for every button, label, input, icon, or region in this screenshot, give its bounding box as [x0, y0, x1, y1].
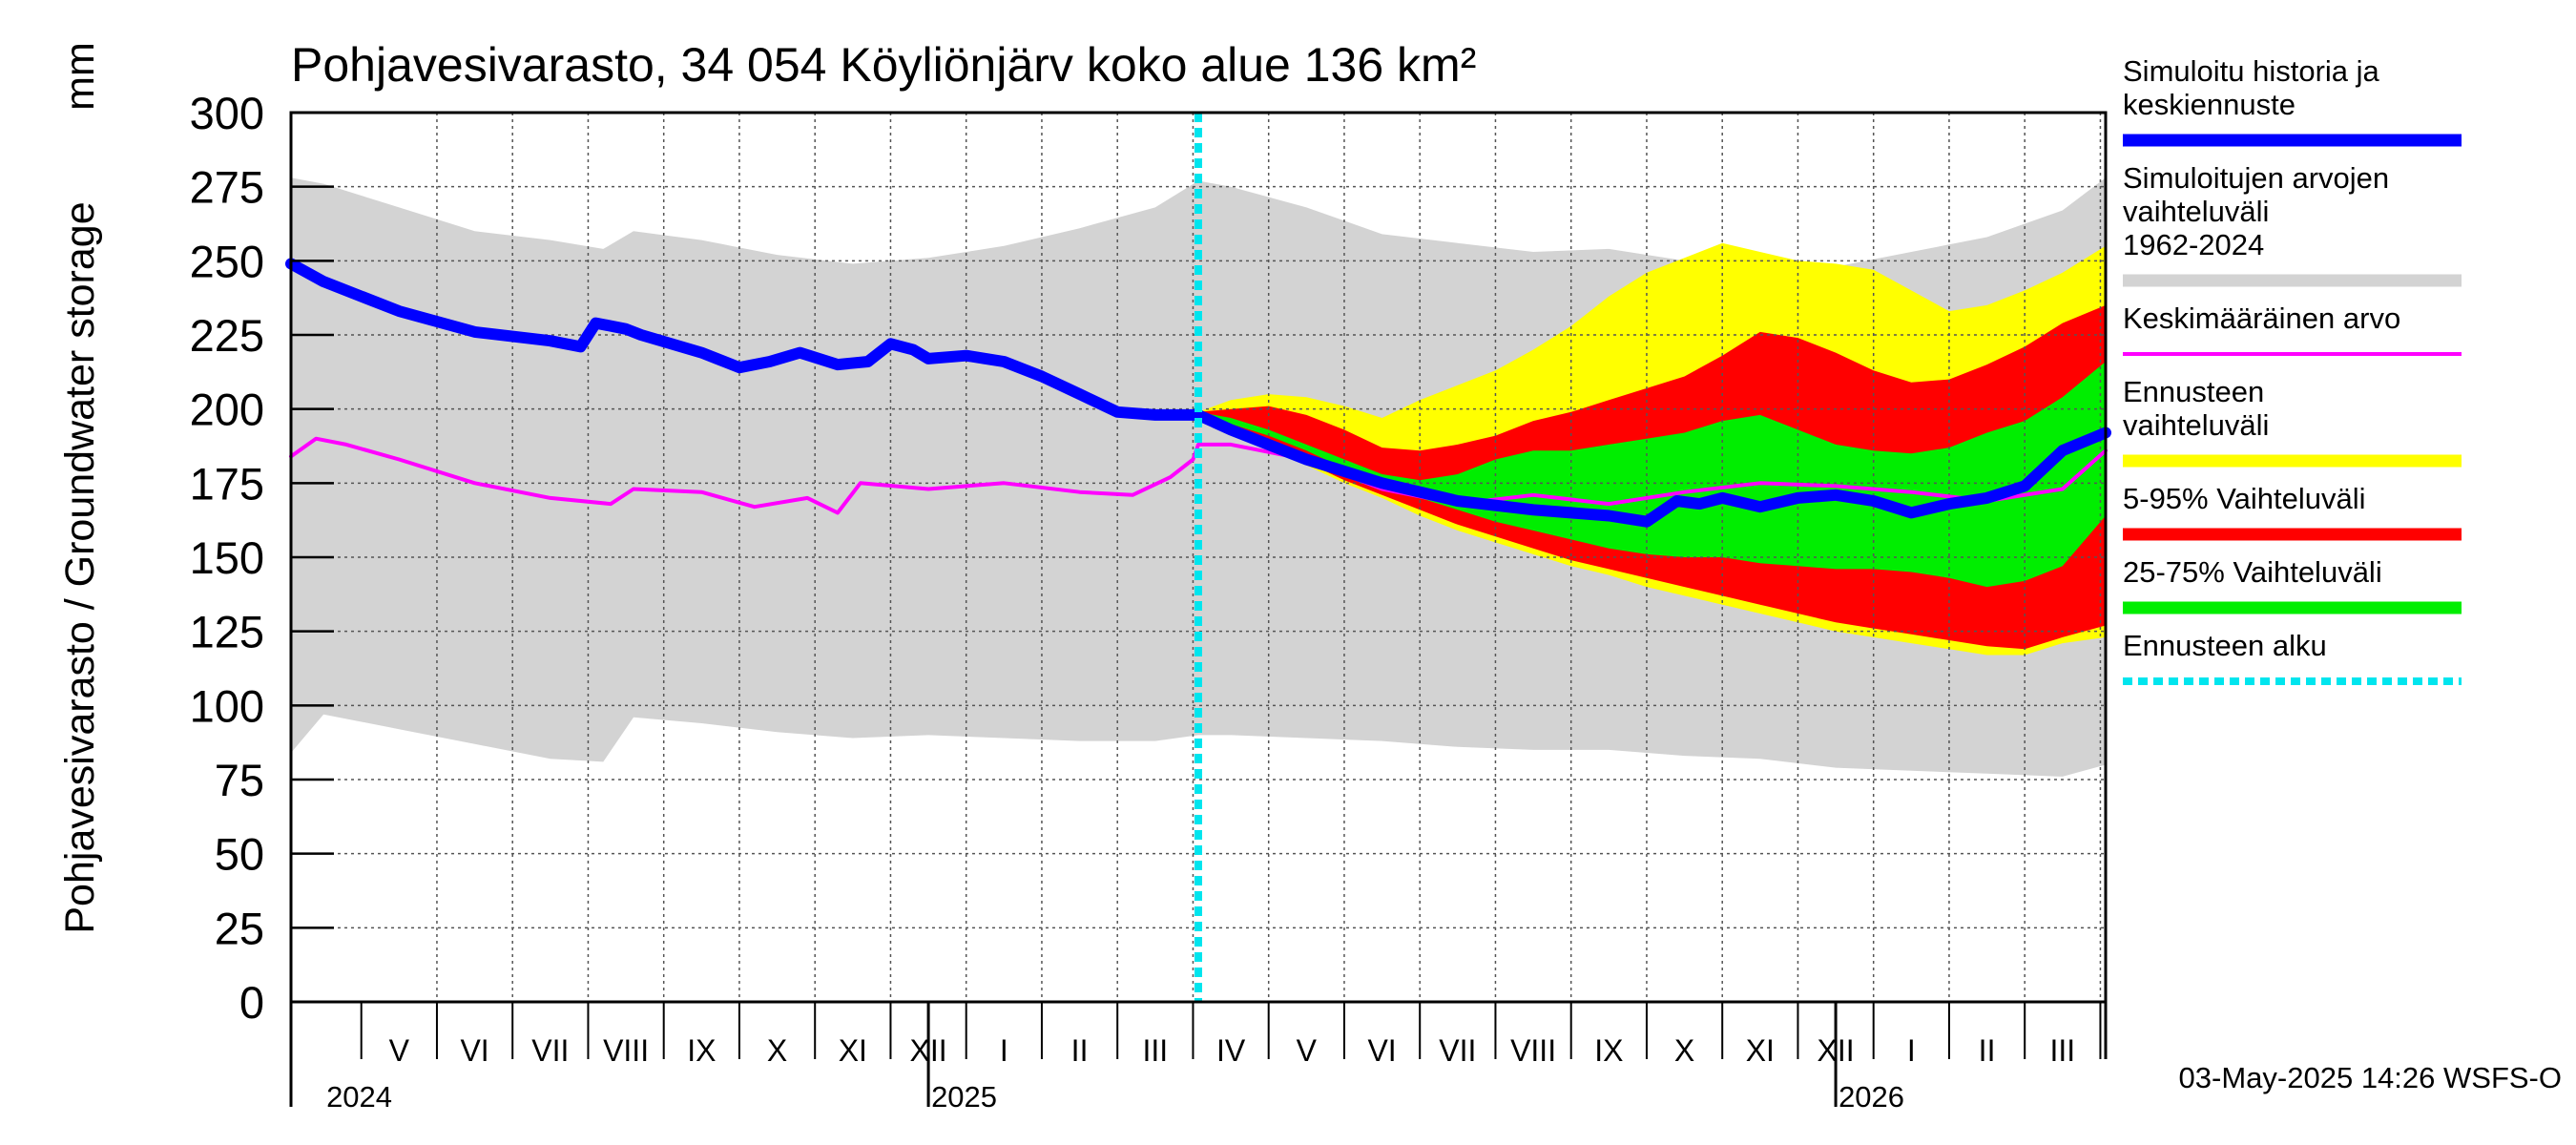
- month-label: VIII: [1510, 1033, 1556, 1068]
- band-25-75-vaihteluv-li: [1198, 362, 2106, 588]
- chart-title: Pohjavesivarasto, 34 054 Köyliönjärv kok…: [291, 38, 1476, 92]
- legend-label: Keskimääräinen arvo: [2123, 302, 2400, 335]
- month-label: VII: [531, 1033, 569, 1068]
- data-lines: [285, 113, 2111, 1002]
- legend-label: 1962-2024: [2123, 228, 2264, 261]
- range-bands: [291, 177, 2106, 777]
- month-label: X: [767, 1033, 787, 1068]
- y-tick-label: 75: [215, 755, 264, 805]
- month-label: V: [1297, 1033, 1318, 1068]
- month-label: X: [1674, 1033, 1694, 1068]
- y-tick-label: 275: [190, 162, 264, 213]
- legend-label: Simuloitujen arvojen: [2123, 161, 2389, 195]
- month-label: VI: [460, 1033, 488, 1068]
- month-label: IX: [687, 1033, 716, 1068]
- y-tick-label: 225: [190, 310, 264, 361]
- year-label: 2026: [1839, 1080, 1904, 1114]
- year-label: 2025: [931, 1080, 997, 1114]
- month-label: III: [2049, 1033, 2075, 1068]
- legend-label: Simuloitu historia ja: [2123, 54, 2380, 88]
- month-label: VII: [1439, 1033, 1476, 1068]
- month-label: XI: [1746, 1033, 1775, 1068]
- month-label: II: [1979, 1033, 1996, 1068]
- month-label: IX: [1594, 1033, 1623, 1068]
- month-label: V: [389, 1033, 410, 1068]
- year-label: 2024: [326, 1080, 392, 1114]
- y-tick-label: 125: [190, 607, 264, 657]
- y-tick-label: 250: [190, 236, 264, 286]
- timestamp-footer: 03-May-2025 14:26 WSFS-O: [2179, 1061, 2562, 1094]
- y-tick-label: 150: [190, 532, 264, 583]
- month-label: IV: [1216, 1033, 1246, 1068]
- y-tick-label: 200: [190, 385, 264, 435]
- month-label: I: [1000, 1033, 1008, 1068]
- y-axis-label: Pohjavesivarasto / Groundwater storage: [57, 201, 103, 933]
- y-tick-label: 25: [215, 903, 264, 953]
- month-label: VIII: [603, 1033, 649, 1068]
- y-tick-label: 175: [190, 458, 264, 509]
- month-label: XI: [839, 1033, 867, 1068]
- line-keskim-r-inen-arvo: [289, 436, 2108, 515]
- plot-frame: [289, 111, 2108, 1004]
- legend-label: Ennusteen alku: [2123, 629, 2327, 662]
- legend-label: Ennusteen: [2123, 375, 2264, 408]
- month-label: II: [1071, 1033, 1089, 1068]
- y-tick-label: 300: [190, 88, 264, 138]
- legend-label: vaihteluväli: [2123, 195, 2269, 228]
- y-tick-label: 100: [190, 680, 264, 731]
- y-tick-label: 50: [215, 829, 264, 880]
- month-label: VI: [1367, 1033, 1396, 1068]
- line-simuloitu-historia-ja-keskiennuste: [285, 258, 2111, 528]
- legend-label: vaihteluväli: [2123, 408, 2269, 442]
- legend-label: 5-95% Vaihteluväli: [2123, 482, 2365, 515]
- legend-label: 25-75% Vaihteluväli: [2123, 555, 2382, 589]
- y-tick-label: 0: [239, 977, 264, 1028]
- month-label: I: [1907, 1033, 1916, 1068]
- y-axis-unit: mm: [57, 42, 103, 111]
- month-label: III: [1142, 1033, 1168, 1068]
- legend-label: keskiennuste: [2123, 88, 2296, 121]
